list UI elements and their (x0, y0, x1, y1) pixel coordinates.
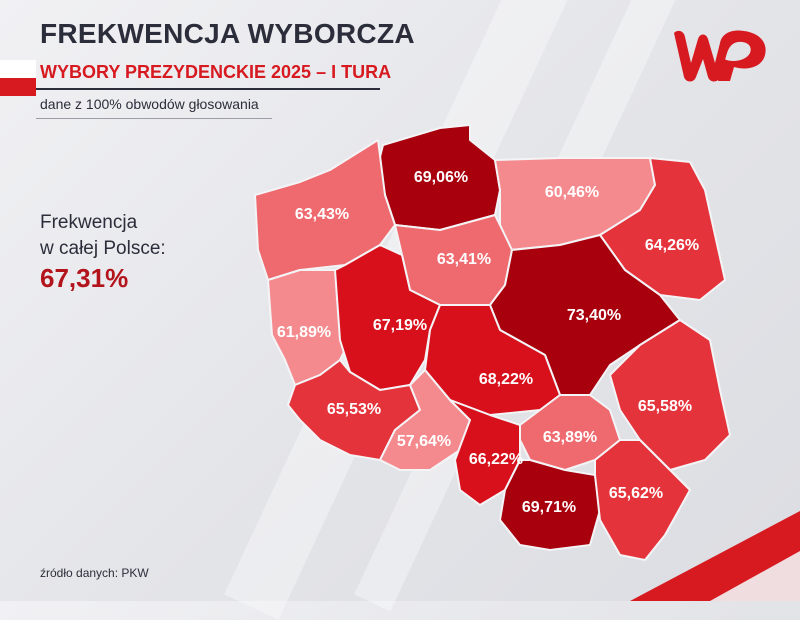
region-turnout-label: 65,53% (327, 401, 381, 418)
region-turnout-label: 63,43% (295, 206, 349, 223)
summary-label: Frekwencja w całej Polsce: (40, 210, 166, 262)
region-turnout-label: 65,58% (638, 398, 692, 415)
page-title: FREKWENCJA WYBORCZA (40, 18, 415, 49)
corner-accent (630, 511, 800, 601)
region-turnout-label: 63,89% (543, 429, 597, 446)
region-śląskie (449, 399, 521, 506)
source-note: źródło danych: PKW (40, 566, 149, 580)
summary-label-line1: Frekwencja (40, 212, 138, 233)
divider (36, 118, 272, 119)
region-zachodniopomorskie (254, 139, 396, 281)
summary-label-line2: w całej Polsce: (40, 238, 166, 259)
region-turnout-label: 60,46% (545, 184, 599, 201)
summary-value: 67,31% (40, 263, 129, 293)
region-turnout-label: 69,06% (414, 169, 468, 186)
divider (36, 88, 380, 90)
data-note: dane z 100% obwodów głosowania (40, 96, 259, 112)
region-podkarpackie (594, 439, 691, 561)
region-turnout-label: 67,19% (373, 317, 427, 334)
wp-logo-icon (674, 30, 766, 82)
region-turnout-label: 65,62% (609, 485, 663, 502)
region-turnout-label: 61,89% (277, 324, 331, 341)
flag-icon (0, 60, 36, 96)
region-podlaskie (599, 157, 726, 301)
region-turnout-label: 68,22% (479, 371, 533, 388)
region-opolskie (379, 369, 471, 471)
region-turnout-label: 63,41% (437, 251, 491, 268)
poland-map: 69,06% 60,46% 63,43% 63,41% 64,26% 61,89% 67,1… (254, 124, 731, 561)
region-turnout-label: 66,22% (469, 451, 523, 468)
subtitle: WYBORY PREZYDENCKIE 2025 – I TURA (40, 62, 392, 82)
region-turnout-label: 69,71% (522, 499, 576, 516)
region-lubelskie (609, 319, 731, 471)
region-turnout-label: 73,40% (567, 307, 621, 324)
region-turnout-label: 64,26% (645, 237, 699, 254)
region-turnout-label: 57,64% (397, 433, 451, 450)
